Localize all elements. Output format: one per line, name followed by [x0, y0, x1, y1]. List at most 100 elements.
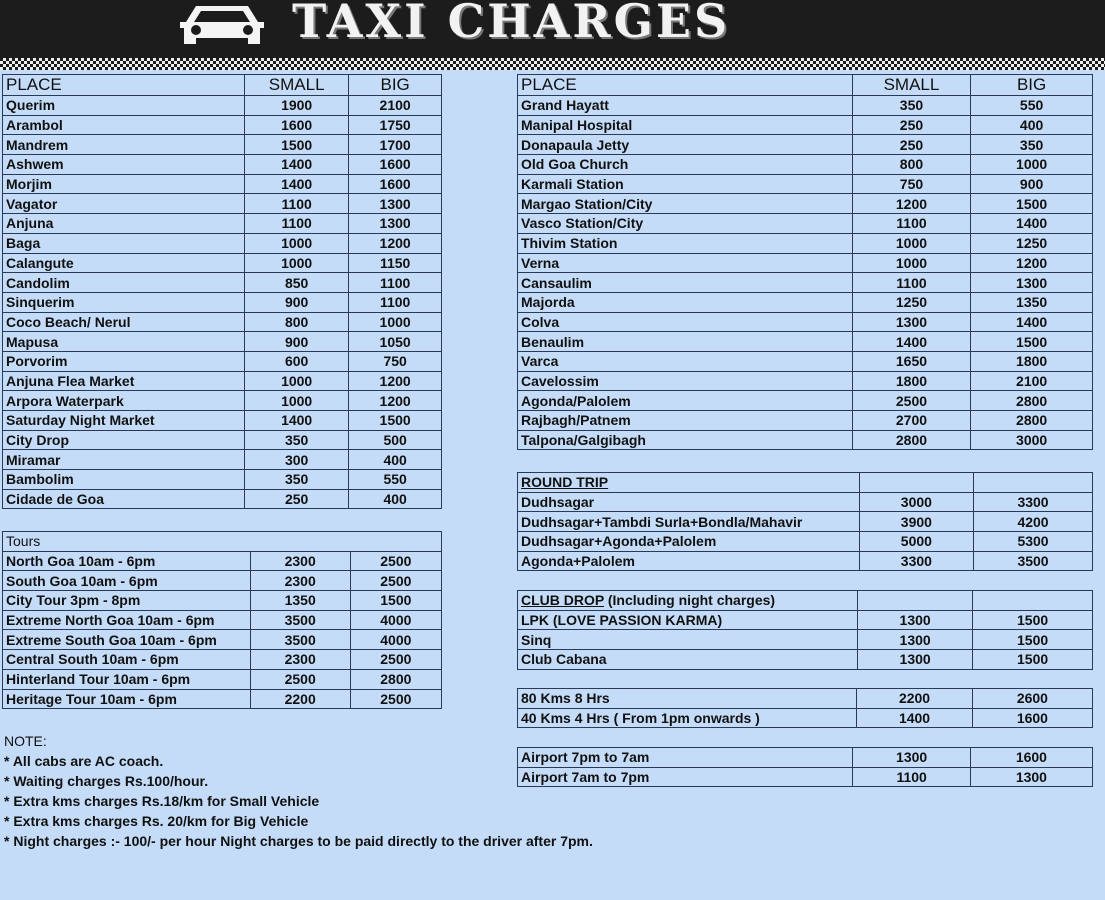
table-row: Porvorim 600 750	[1, 350, 442, 372]
place-name: Dudhsagar+Tambdi Surla+Bondla/Mahavir	[517, 511, 860, 533]
small-fare: 1300	[857, 609, 974, 631]
small-fare: 300	[244, 449, 350, 471]
table-row: Heritage Tour 10am - 6pm 2200 2500	[2, 688, 443, 710]
small-fare: 1000	[244, 390, 350, 411]
place-name: Sinquerim	[1, 291, 246, 313]
small-fare: 800	[244, 311, 350, 333]
big-fare: 1300	[969, 766, 1094, 788]
right-places-table: PLACE SMALL BIG Grand Hayatt 350 550 Manipal H…	[517, 74, 1093, 451]
big-fare: 1500	[972, 629, 1093, 651]
big-fare: 1400	[970, 213, 1093, 234]
table-row: Verna 1000 1200	[517, 252, 1093, 274]
column-header-small: SMALL	[851, 74, 972, 96]
big-fare: 2800	[970, 390, 1093, 411]
big-fare: 1200	[348, 370, 442, 392]
big-fare: 1600	[348, 154, 442, 175]
column-header-small: SMALL	[244, 74, 350, 96]
small-fare: 600	[244, 350, 350, 372]
place-name: Donapaula Jetty	[517, 134, 853, 156]
small-fare: 1000	[851, 232, 972, 254]
table-row: Candolim 850 1100	[1, 272, 442, 293]
place-name: Talpona/Galgibagh	[517, 429, 853, 451]
big-fare: 1300	[348, 193, 442, 215]
place-name: Cidade de Goa	[1, 488, 246, 510]
place-name: 40 Kms 4 Hrs ( From 1pm onwards )	[516, 707, 858, 729]
table-row: Agonda/Palolem 2500 2800	[517, 390, 1093, 411]
table-row: Rajbagh/Patnem 2700 2800	[517, 410, 1093, 431]
small-fare: 900	[244, 331, 350, 352]
note-item: * Extra kms charges Rs. 20/km for Big Ve…	[4, 813, 309, 829]
big-fare: 1300	[970, 272, 1093, 293]
small-fare: 1400	[244, 154, 350, 175]
place-name: Saturday Night Market	[1, 410, 246, 431]
place-name: Mapusa	[1, 331, 246, 352]
table-row: Mapusa 900 1050	[1, 331, 442, 352]
small-fare: 1000	[851, 252, 972, 274]
big-fare: 2500	[349, 570, 443, 592]
big-fare: 1600	[971, 707, 1094, 729]
big-fare: 1050	[348, 331, 442, 352]
big-fare: 1500	[972, 649, 1093, 670]
big-fare: 400	[348, 488, 442, 510]
big-fare: 1500	[349, 590, 443, 611]
place-name: Thivim Station	[517, 232, 853, 254]
small-fare: 1600	[244, 114, 350, 136]
big-fare: 1150	[348, 252, 442, 274]
table-row: Varca 1650 1800	[517, 350, 1093, 372]
column-header-big: BIG	[970, 74, 1093, 96]
big-fare: 1350	[970, 291, 1093, 313]
small-fare: 5000	[858, 531, 975, 552]
small-fare: 1300	[857, 649, 974, 670]
place-name: 80 Kms 8 Hrs	[516, 688, 858, 709]
table-row: 40 Kms 4 Hrs ( From 1pm onwards ) 1400 160…	[516, 707, 1094, 729]
note-item: * Waiting charges Rs.100/hour.	[4, 773, 209, 789]
small-fare: 1400	[856, 707, 973, 729]
big-fare: 900	[970, 173, 1093, 195]
section-title-row: Tours	[2, 531, 442, 552]
place-name: Morjim	[1, 173, 246, 195]
big-fare: 1250	[970, 232, 1093, 254]
small-fare: 3300	[858, 550, 975, 572]
table-row: Majorda 1250 1350	[517, 291, 1093, 313]
note-item: * Extra kms charges Rs.18/km for Small V…	[4, 793, 320, 809]
small-fare: 250	[851, 114, 972, 136]
small-fare: 2500	[249, 668, 351, 690]
note-item: * Night charges :- 100/- per hour Night …	[4, 833, 593, 849]
place-name: Coco Beach/ Nerul	[1, 311, 246, 333]
table-row: Cidade de Goa 250 400	[1, 488, 442, 510]
small-fare: 3000	[858, 491, 975, 513]
place-name: Club Cabana	[516, 649, 859, 670]
small-fare: 250	[851, 134, 972, 156]
table-row: Benaulim 1400 1500	[517, 331, 1093, 352]
big-fare: 400	[970, 114, 1093, 136]
big-fare: 350	[970, 134, 1093, 156]
small-fare: 2200	[856, 688, 973, 709]
place-name: Arpora Waterpark	[1, 390, 246, 411]
place-name: South Goa 10am - 6pm	[2, 570, 251, 592]
table-row: Agonda+Palolem 3300 3500	[517, 550, 1093, 572]
place-name: Querim	[1, 95, 246, 116]
table-row: 80 Kms 8 Hrs 2200 2600	[516, 688, 1094, 709]
big-fare: 1500	[972, 609, 1093, 631]
small-fare: 3500	[249, 609, 351, 631]
place-name: Miramar	[1, 449, 246, 471]
hourly-package-table: 80 Kms 8 Hrs 2200 2600 40 Kms 4 Hrs ( From …	[516, 688, 1094, 729]
big-fare: 2500	[349, 550, 443, 572]
table-row: Cansaulim 1100 1300	[517, 272, 1093, 293]
small-fare: 350	[851, 95, 972, 116]
place-name: Central South 10am - 6pm	[2, 649, 251, 670]
place-name: Anjuna	[1, 213, 246, 234]
notes-section: NOTE: * All cabs are AC coach. * Waiting …	[4, 731, 593, 851]
table-row: Sinq 1300 1500	[516, 629, 1093, 651]
empty-cell	[972, 590, 1093, 611]
big-fare: 400	[348, 449, 442, 471]
small-fare: 1100	[852, 766, 971, 788]
big-fare: 2100	[970, 370, 1093, 392]
small-fare: 1100	[244, 193, 350, 215]
big-fare: 1600	[969, 747, 1094, 768]
place-name: Candolim	[1, 272, 246, 293]
table-row: Ashwem 1400 1600	[1, 154, 442, 175]
table-row: Arpora Waterpark 1000 1200	[1, 390, 442, 411]
club-drop-table: CLUB DROP (Including night charges) LPK (…	[516, 590, 1093, 670]
place-name: Cansaulim	[517, 272, 853, 293]
